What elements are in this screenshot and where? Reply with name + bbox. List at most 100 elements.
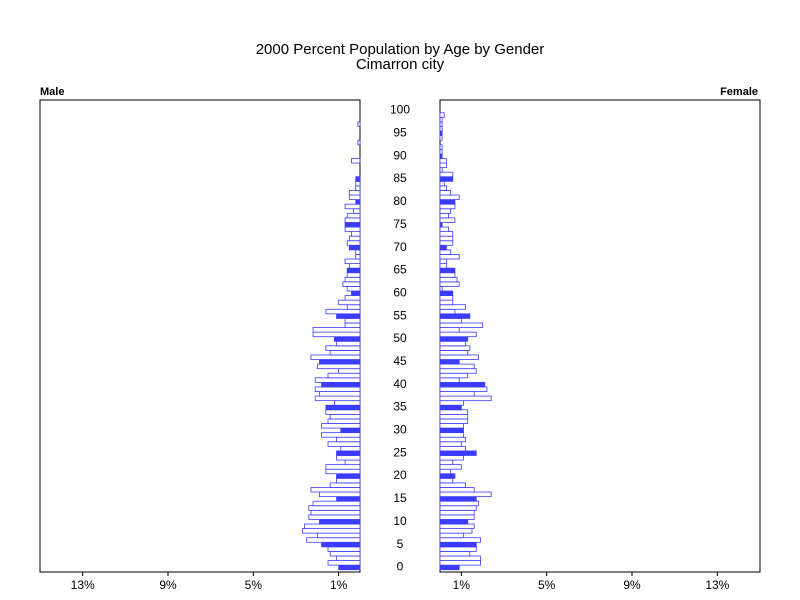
bar bbox=[312, 327, 361, 333]
bar bbox=[306, 537, 361, 543]
x-tick-label: 9% bbox=[623, 578, 641, 592]
bar bbox=[344, 217, 361, 223]
bar bbox=[439, 135, 443, 141]
bar bbox=[325, 308, 361, 315]
bar bbox=[344, 258, 361, 264]
bar bbox=[439, 121, 443, 127]
x-tick-label: 13% bbox=[71, 578, 95, 592]
bar bbox=[355, 176, 361, 182]
bar bbox=[327, 372, 361, 379]
bar bbox=[312, 500, 361, 507]
bar bbox=[439, 541, 477, 548]
bar bbox=[329, 413, 361, 420]
panel-label: Male bbox=[40, 86, 64, 98]
bar bbox=[439, 381, 486, 388]
bar bbox=[348, 190, 361, 196]
bar bbox=[321, 381, 361, 388]
bar bbox=[439, 258, 447, 264]
bar bbox=[439, 281, 460, 287]
bar bbox=[439, 112, 445, 118]
bar bbox=[439, 222, 443, 228]
bar bbox=[439, 564, 460, 571]
bar bbox=[327, 546, 361, 552]
bar bbox=[439, 158, 447, 164]
bar bbox=[355, 249, 361, 255]
x-tick-label: 1% bbox=[453, 578, 471, 592]
bar bbox=[439, 436, 467, 443]
bar bbox=[439, 254, 460, 260]
age-label: 0 bbox=[397, 560, 404, 574]
bar bbox=[439, 144, 443, 150]
age-label: 85 bbox=[393, 171, 407, 185]
bar bbox=[439, 180, 445, 187]
bar bbox=[325, 464, 361, 470]
bar bbox=[357, 121, 361, 127]
bar bbox=[336, 555, 361, 561]
bar bbox=[310, 487, 361, 493]
bar bbox=[325, 345, 361, 351]
bar bbox=[327, 441, 361, 447]
bar bbox=[336, 477, 361, 484]
bar bbox=[439, 432, 464, 438]
age-label: 30 bbox=[393, 423, 407, 437]
age-label: 15 bbox=[393, 491, 407, 505]
panel-frame bbox=[439, 99, 761, 573]
bar bbox=[439, 413, 469, 420]
age-label: 35 bbox=[393, 400, 407, 414]
age-label: 90 bbox=[393, 148, 407, 162]
bar bbox=[439, 345, 471, 351]
bar bbox=[439, 528, 473, 534]
bar bbox=[439, 500, 479, 507]
bar bbox=[310, 354, 361, 360]
bar bbox=[439, 473, 456, 479]
bar bbox=[344, 203, 361, 210]
bar bbox=[439, 519, 469, 525]
bar bbox=[344, 318, 361, 324]
bar bbox=[439, 185, 447, 191]
bar bbox=[439, 308, 456, 315]
bar bbox=[346, 240, 361, 246]
bar bbox=[439, 194, 460, 201]
bar bbox=[314, 386, 361, 392]
bar bbox=[439, 491, 492, 498]
age-label: 20 bbox=[393, 468, 407, 482]
bar bbox=[439, 171, 454, 178]
bar bbox=[439, 162, 447, 169]
age-label: 100 bbox=[390, 103, 410, 117]
panel-label: Female bbox=[720, 86, 758, 98]
bar bbox=[439, 560, 481, 566]
bar bbox=[314, 377, 361, 383]
bar bbox=[355, 199, 361, 205]
bar bbox=[342, 281, 361, 287]
bar bbox=[336, 455, 361, 461]
bar bbox=[439, 464, 462, 470]
bar bbox=[304, 523, 361, 529]
bar bbox=[439, 354, 479, 360]
bar bbox=[439, 400, 464, 406]
bar bbox=[351, 158, 361, 164]
x-tick-label: 5% bbox=[245, 578, 263, 592]
bar bbox=[351, 290, 361, 296]
bar bbox=[439, 445, 467, 452]
bar bbox=[439, 130, 443, 137]
bar bbox=[312, 331, 361, 338]
bar bbox=[439, 537, 481, 543]
bar bbox=[355, 254, 361, 260]
bar bbox=[439, 153, 443, 159]
x-tick-label: 13% bbox=[705, 578, 729, 592]
bar bbox=[439, 331, 477, 338]
age-label: 80 bbox=[393, 194, 407, 208]
bar bbox=[319, 491, 361, 498]
bar bbox=[439, 116, 443, 123]
age-label: 75 bbox=[393, 217, 407, 231]
bar bbox=[346, 272, 361, 278]
bar bbox=[325, 468, 361, 475]
bar bbox=[439, 386, 488, 392]
bar bbox=[321, 423, 361, 429]
bar bbox=[439, 126, 443, 132]
bar bbox=[439, 459, 454, 466]
bar bbox=[439, 509, 475, 516]
age-label: 25 bbox=[393, 445, 407, 459]
bar bbox=[439, 318, 462, 324]
